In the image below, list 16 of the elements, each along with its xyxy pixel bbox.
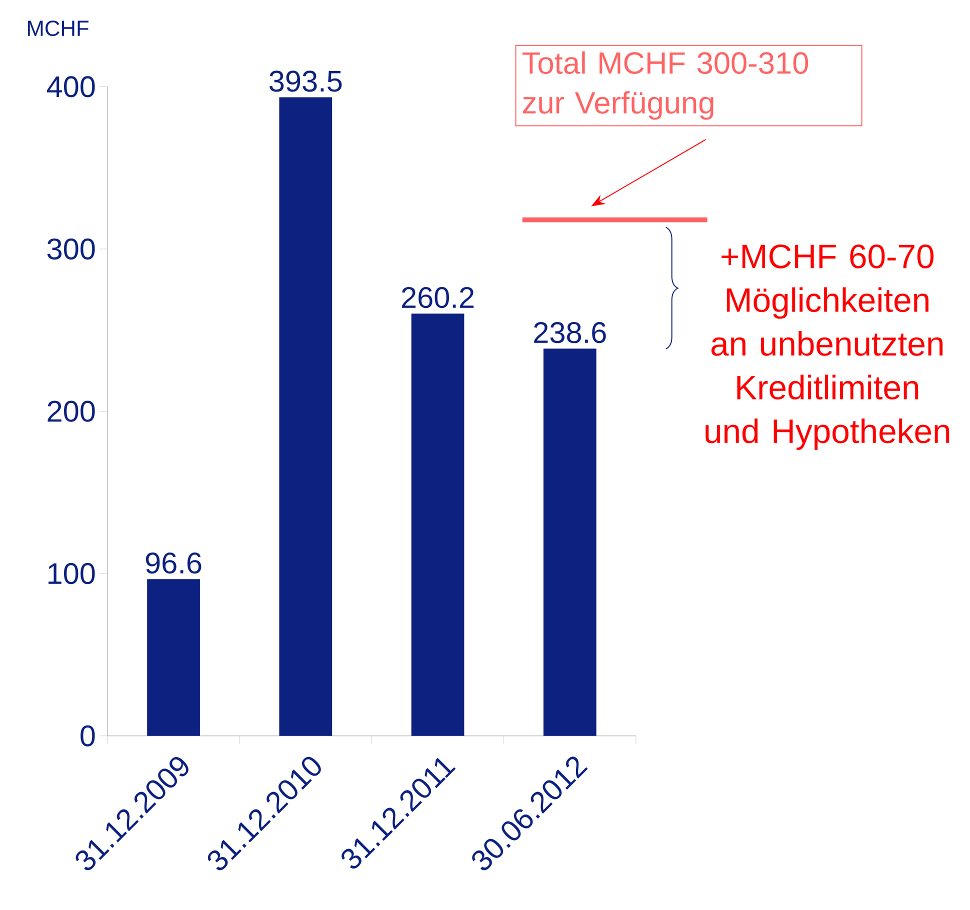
y-tick-label: 300 <box>47 238 95 260</box>
y-tick-label: 400 <box>46 76 95 98</box>
data-label: 260.2 <box>402 286 474 308</box>
bar <box>147 578 200 736</box>
y-tick-label: 0 <box>80 725 95 746</box>
y-tick-label: 100 <box>48 562 95 584</box>
bar <box>411 313 464 736</box>
data-label: 393.5 <box>270 70 342 92</box>
bar <box>279 97 332 736</box>
annotation: Total MCHF 300-310 zur Verfügung <box>522 51 808 120</box>
bar <box>543 348 596 736</box>
data-label: 96.6 <box>146 552 202 574</box>
data-label: 238.6 <box>534 322 606 343</box>
y-axis-title: MCHF <box>28 20 88 36</box>
y-tick-label: 200 <box>48 400 95 422</box>
text: +MCHF 60-70 Möglichkeiten an unbenutzten Kreditlimiten und Hypotheken <box>706 244 950 450</box>
